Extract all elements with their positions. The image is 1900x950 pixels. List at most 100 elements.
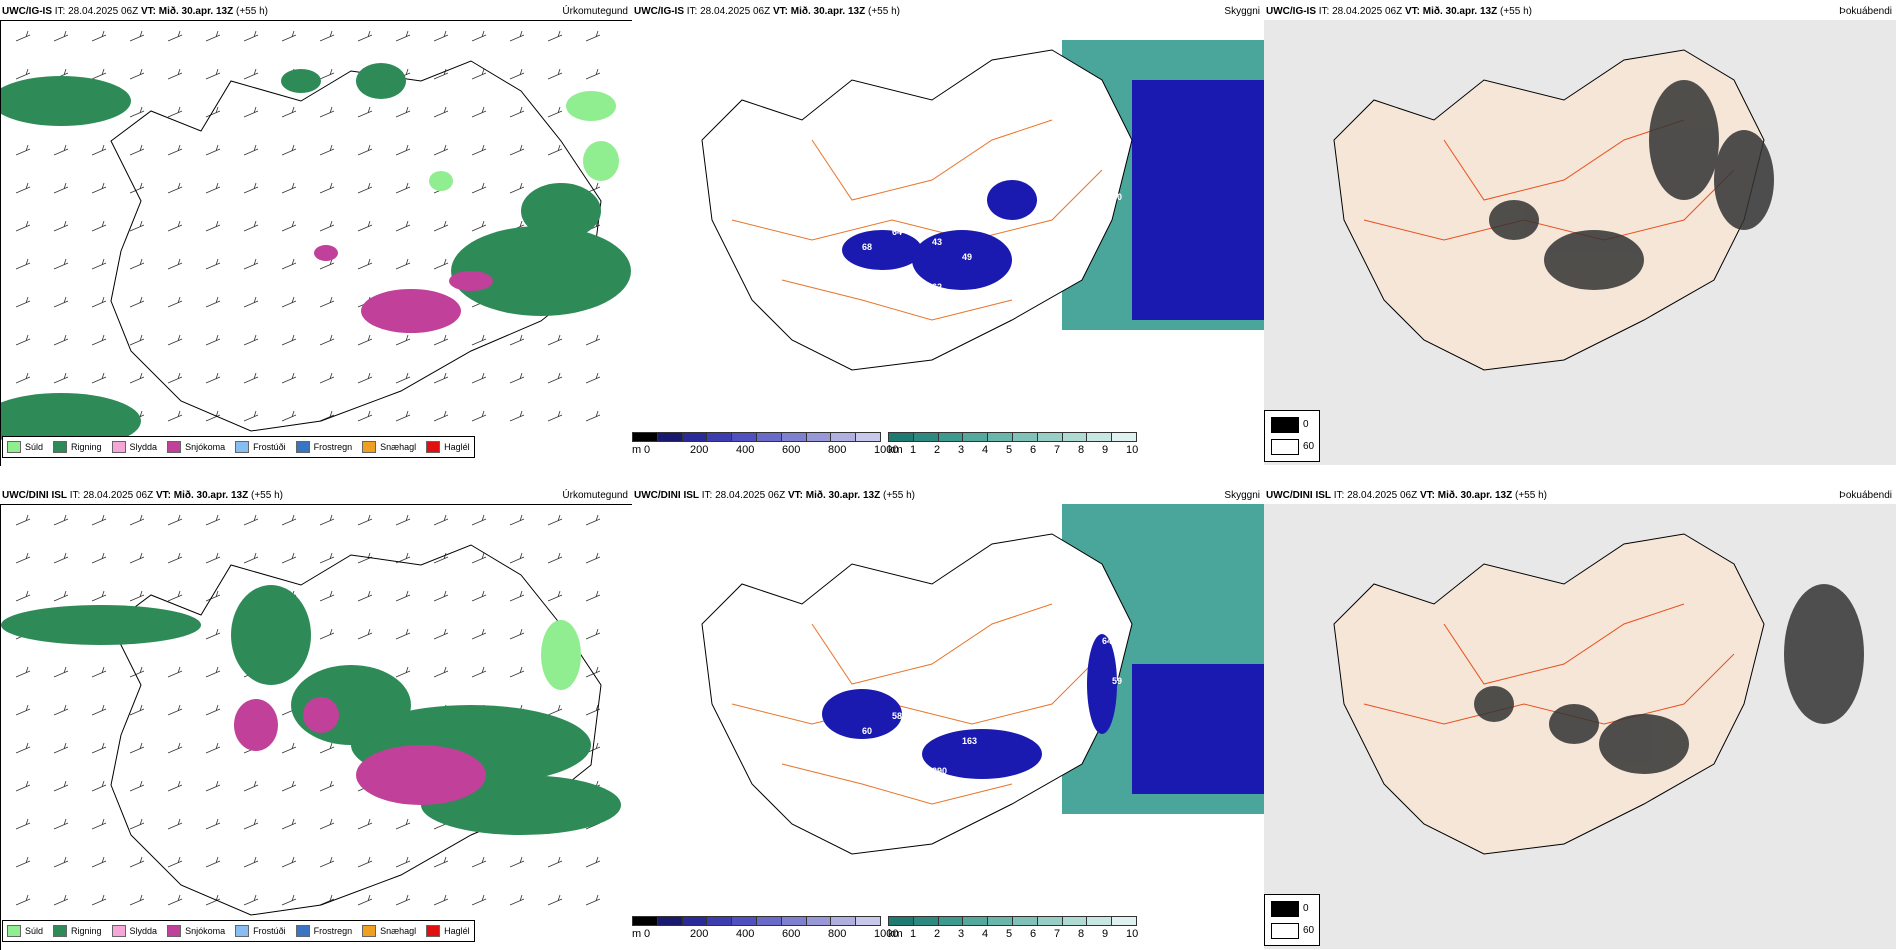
wind-barb xyxy=(167,742,183,754)
legend-item: Snæhagl xyxy=(362,925,416,937)
wind-barb xyxy=(281,220,297,232)
wind-barb xyxy=(15,372,31,384)
wind-barb xyxy=(129,296,145,308)
visibility-map: 222 217 64 59 33 40 75 163 290 190 60 58 51 168 41 278 1… xyxy=(701,504,1264,855)
wind-barb xyxy=(433,410,449,422)
wind-barb xyxy=(91,220,107,232)
legend-item: Snjókoma xyxy=(167,925,225,937)
colorbar-segment xyxy=(888,432,914,442)
wind-barb xyxy=(53,514,69,526)
fog-legend: 0 60 xyxy=(1264,894,1320,946)
wind-barb xyxy=(91,144,107,156)
wind-barb xyxy=(471,30,487,42)
wind-barb xyxy=(167,372,183,384)
wind-barb xyxy=(167,144,183,156)
fog-areas xyxy=(1489,80,1774,290)
wind-barb xyxy=(433,856,449,868)
legend-label: Snæhagl xyxy=(380,926,417,936)
colorbar-tick: 6 xyxy=(1030,444,1037,456)
wind-barb xyxy=(91,856,107,868)
colorbar-segment xyxy=(780,432,807,442)
wind-barb xyxy=(205,30,221,42)
wind-barb xyxy=(433,590,449,602)
visibility-labels: 222 217 64 59 33 40 75 163 290 190 60 58 51 168 41 278 1… xyxy=(862,556,1122,776)
visibility-value-label: 51 xyxy=(1052,172,1062,182)
wind-barb xyxy=(319,30,335,42)
colorbar-segment xyxy=(1012,432,1038,442)
wind-barb xyxy=(167,410,183,422)
legend-item: Rigning xyxy=(53,441,102,453)
colorbar-tick: 9 xyxy=(1102,928,1109,940)
wind-barb xyxy=(167,818,183,830)
wind-barb xyxy=(15,182,31,194)
wind-barb xyxy=(433,894,449,906)
row1-precip-panel: UWC/IG-IS IT: 28.04.2025 06Z VT: Mið. 30… xyxy=(0,0,632,466)
visibility-value-label: 84 xyxy=(1102,152,1112,162)
wind-barb xyxy=(471,552,487,564)
wind-barb xyxy=(319,628,335,640)
wind-barb xyxy=(319,856,335,868)
visibility-value-label: 11 xyxy=(992,122,1002,132)
colorbar-tick: 400 xyxy=(736,444,755,456)
colorbar-segment xyxy=(1111,916,1137,926)
legend-label: Slydda xyxy=(129,442,158,452)
wind-barb xyxy=(281,780,297,792)
wind-barb xyxy=(205,182,221,194)
wind-barb xyxy=(281,894,297,906)
visibility-value-label: 33 xyxy=(1052,656,1062,666)
colorbar-segment xyxy=(681,916,708,926)
wind-barb xyxy=(53,590,69,602)
visibility-value-label: 105 xyxy=(1092,102,1107,112)
wind-barb xyxy=(471,182,487,194)
wind-barb xyxy=(433,30,449,42)
wind-barb xyxy=(281,818,297,830)
legend-swatch xyxy=(167,925,182,937)
wind-barb xyxy=(357,30,373,42)
wind-barb xyxy=(395,590,411,602)
wind-barb xyxy=(243,258,259,270)
colorbar-segment xyxy=(1086,432,1113,442)
wind-barb xyxy=(243,68,259,80)
drizzle-areas xyxy=(429,91,619,191)
fog-map xyxy=(1264,504,1896,949)
fog-legend-light-label: 60 xyxy=(1303,441,1315,452)
wind-barb xyxy=(395,628,411,640)
wind-barb xyxy=(395,894,411,906)
legend-swatch xyxy=(235,441,250,453)
fog-legend-light-swatch xyxy=(1271,439,1299,455)
legend-swatch xyxy=(295,925,310,937)
fog-legend: 0 60 xyxy=(1264,410,1320,462)
colorbar-segment xyxy=(937,432,964,442)
wind-barb xyxy=(281,334,297,346)
row1-fog-panel: UWC/IG-IS IT: 28.04.2025 06Z VT: Mið. 30… xyxy=(1264,0,1896,466)
wind-barb xyxy=(205,590,221,602)
wind-barb xyxy=(15,780,31,792)
wind-barb xyxy=(15,296,31,308)
wind-barb xyxy=(205,666,221,678)
wind-barb xyxy=(53,780,69,792)
wind-barb xyxy=(319,894,335,906)
wind-barb xyxy=(547,894,563,906)
wind-barb xyxy=(15,590,31,602)
colorbar-segment xyxy=(1111,432,1137,442)
wind-barb xyxy=(243,372,259,384)
wind-barb xyxy=(91,334,107,346)
visibility-value-label: 217 xyxy=(1062,616,1077,626)
wind-barb xyxy=(53,372,69,384)
panel-title: Úrkomutegund xyxy=(562,490,628,501)
fog-legend-light-label: 60 xyxy=(1303,925,1315,936)
wind-barb xyxy=(91,514,107,526)
wind-barb xyxy=(319,590,335,602)
iceland-outline xyxy=(1333,533,1765,855)
wind-barb xyxy=(15,666,31,678)
wind-barb xyxy=(167,590,183,602)
colorbar-tick: 0 xyxy=(644,928,651,940)
legend-swatch xyxy=(426,441,441,453)
colorbar-segment xyxy=(1012,916,1038,926)
colorbar-segment xyxy=(1036,916,1063,926)
wind-barb xyxy=(243,30,259,42)
visibility-value-label: 222 xyxy=(1092,586,1107,596)
wind-barb xyxy=(205,742,221,754)
wind-barb xyxy=(281,296,297,308)
colorbar-tick: 4 xyxy=(982,928,989,940)
